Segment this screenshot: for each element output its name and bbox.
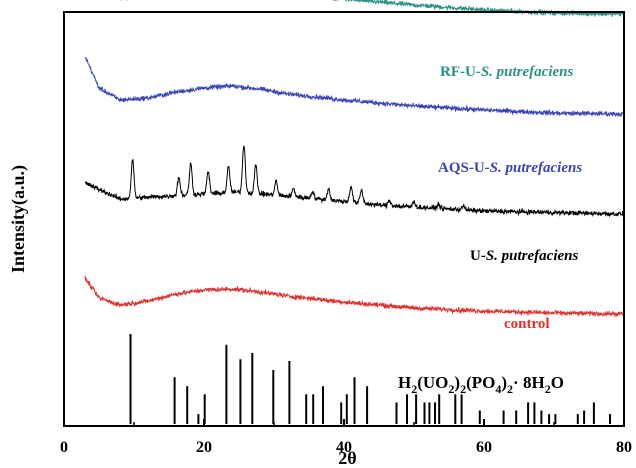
series-label-3: control [504,316,550,332]
x-tick-label: 20 [196,439,212,456]
y-axis-title: Intensity(a.u.) [8,165,29,273]
series-line-2 [84,144,625,218]
series-label-1: AQS-U-S. putrefaciens [438,160,582,176]
series-label-0: RF-U-S. putrefaciens [440,64,573,80]
series-line-1 [84,56,625,118]
x-tick-label: 80 [616,439,632,456]
series-labels: RF-U-S. putrefaciens AQS-U-S. putrefacien… [398,64,582,396]
x-tick-label: 0 [60,439,68,456]
x-axis-ticks: 0 20 40 60 80 [60,419,632,456]
series-label-2: U-S. putrefaciens [470,248,578,264]
series-layer [84,0,625,318]
x-tick-label: 60 [476,439,492,456]
x-tick-label: 40 [336,439,352,456]
reference-label: H2(UO2)2(PO4)2· 8H2O [398,373,564,396]
series-line-3 [84,276,625,318]
x-axis-title: 2θ [338,448,356,468]
series-line-0 [120,0,625,18]
